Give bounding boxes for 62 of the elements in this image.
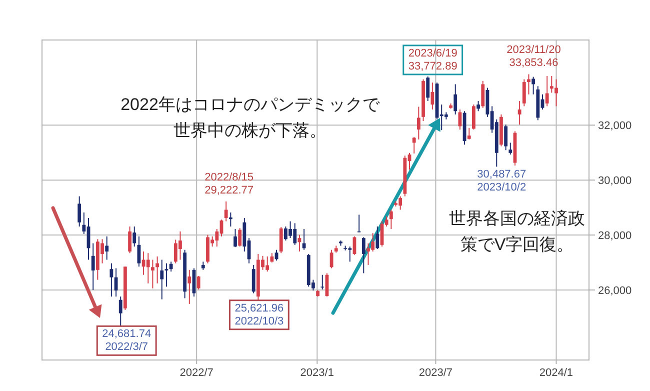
candlestick: [458, 108, 462, 130]
candlestick: [160, 259, 164, 300]
candlestick: [467, 127, 471, 140]
annotation: 世界中の株が下落。: [174, 121, 326, 140]
candlestick: [91, 242, 95, 290]
candlestick: [376, 226, 380, 250]
candlestick: [481, 80, 485, 108]
candlestick: [132, 226, 136, 248]
y-tick-label: 32,000: [598, 120, 632, 132]
candlestick: [279, 226, 283, 254]
candlestick: [228, 212, 232, 228]
candlestick: [527, 74, 530, 95]
annotation: 24,681.74 2022/3/7: [102, 328, 152, 354]
candlestick: [128, 226, 132, 254]
annotation: 2023/11/20 33,853.46: [506, 44, 561, 70]
annotation: 策でV字回復。: [460, 235, 574, 254]
candlestick: [270, 252, 274, 263]
candlestick: [252, 264, 256, 294]
candlestick: [151, 259, 154, 289]
candlestick: [426, 76, 430, 102]
candlestick: [78, 196, 82, 228]
candlestick: [357, 214, 361, 233]
candlestick: [156, 256, 159, 284]
candlestick: [146, 252, 150, 284]
candlestick: [196, 275, 200, 290]
candlestick: [389, 209, 393, 230]
x-tick-label: 2024/1: [539, 367, 574, 379]
candlestick: [472, 104, 476, 130]
candlestick: [320, 274, 324, 290]
candlestick: [430, 82, 434, 110]
candlestick: [518, 100, 522, 126]
candlestick: [234, 228, 237, 248]
candlestick: [532, 76, 536, 95]
annotation: 30,487.67 2023/10/2: [477, 168, 526, 194]
candlestick: [169, 261, 173, 272]
y-tick-label: 26,000: [598, 284, 632, 297]
x-tick-label: 2023/1: [300, 367, 334, 379]
y-tick-label: 28,000: [598, 230, 632, 242]
annotation: 2022/8/15 29,222.77: [204, 171, 254, 196]
candlestick: [118, 296, 122, 327]
candlestick: [416, 106, 420, 140]
candlestick: [164, 262, 168, 288]
x-tick-label: 2023/7: [418, 367, 453, 379]
annotation: 2022年はコロナのパンデミックで: [120, 95, 380, 114]
candlestick: [362, 236, 366, 274]
candlestick: [238, 228, 242, 248]
candlestick: [504, 124, 508, 151]
candlestick: [188, 269, 192, 304]
annotation: 25,621.96 2022/10/3: [234, 302, 284, 328]
candlestick: [522, 78, 526, 107]
candlestick: [105, 236, 109, 260]
candlestick: [412, 136, 416, 154]
candlestick: [110, 262, 114, 298]
candlestick: [454, 84, 458, 115]
candlestick: [476, 100, 480, 112]
y-tick-label: 30,000: [598, 175, 632, 188]
candlestick: [545, 75, 549, 107]
annotation: 2023/6/19 33,772.89: [408, 47, 458, 72]
x-tick-label: 2022/7: [180, 367, 214, 379]
candlestick: [508, 142, 512, 156]
annotation: 世界各国の経済政: [449, 209, 585, 228]
candlestick: [224, 200, 228, 222]
